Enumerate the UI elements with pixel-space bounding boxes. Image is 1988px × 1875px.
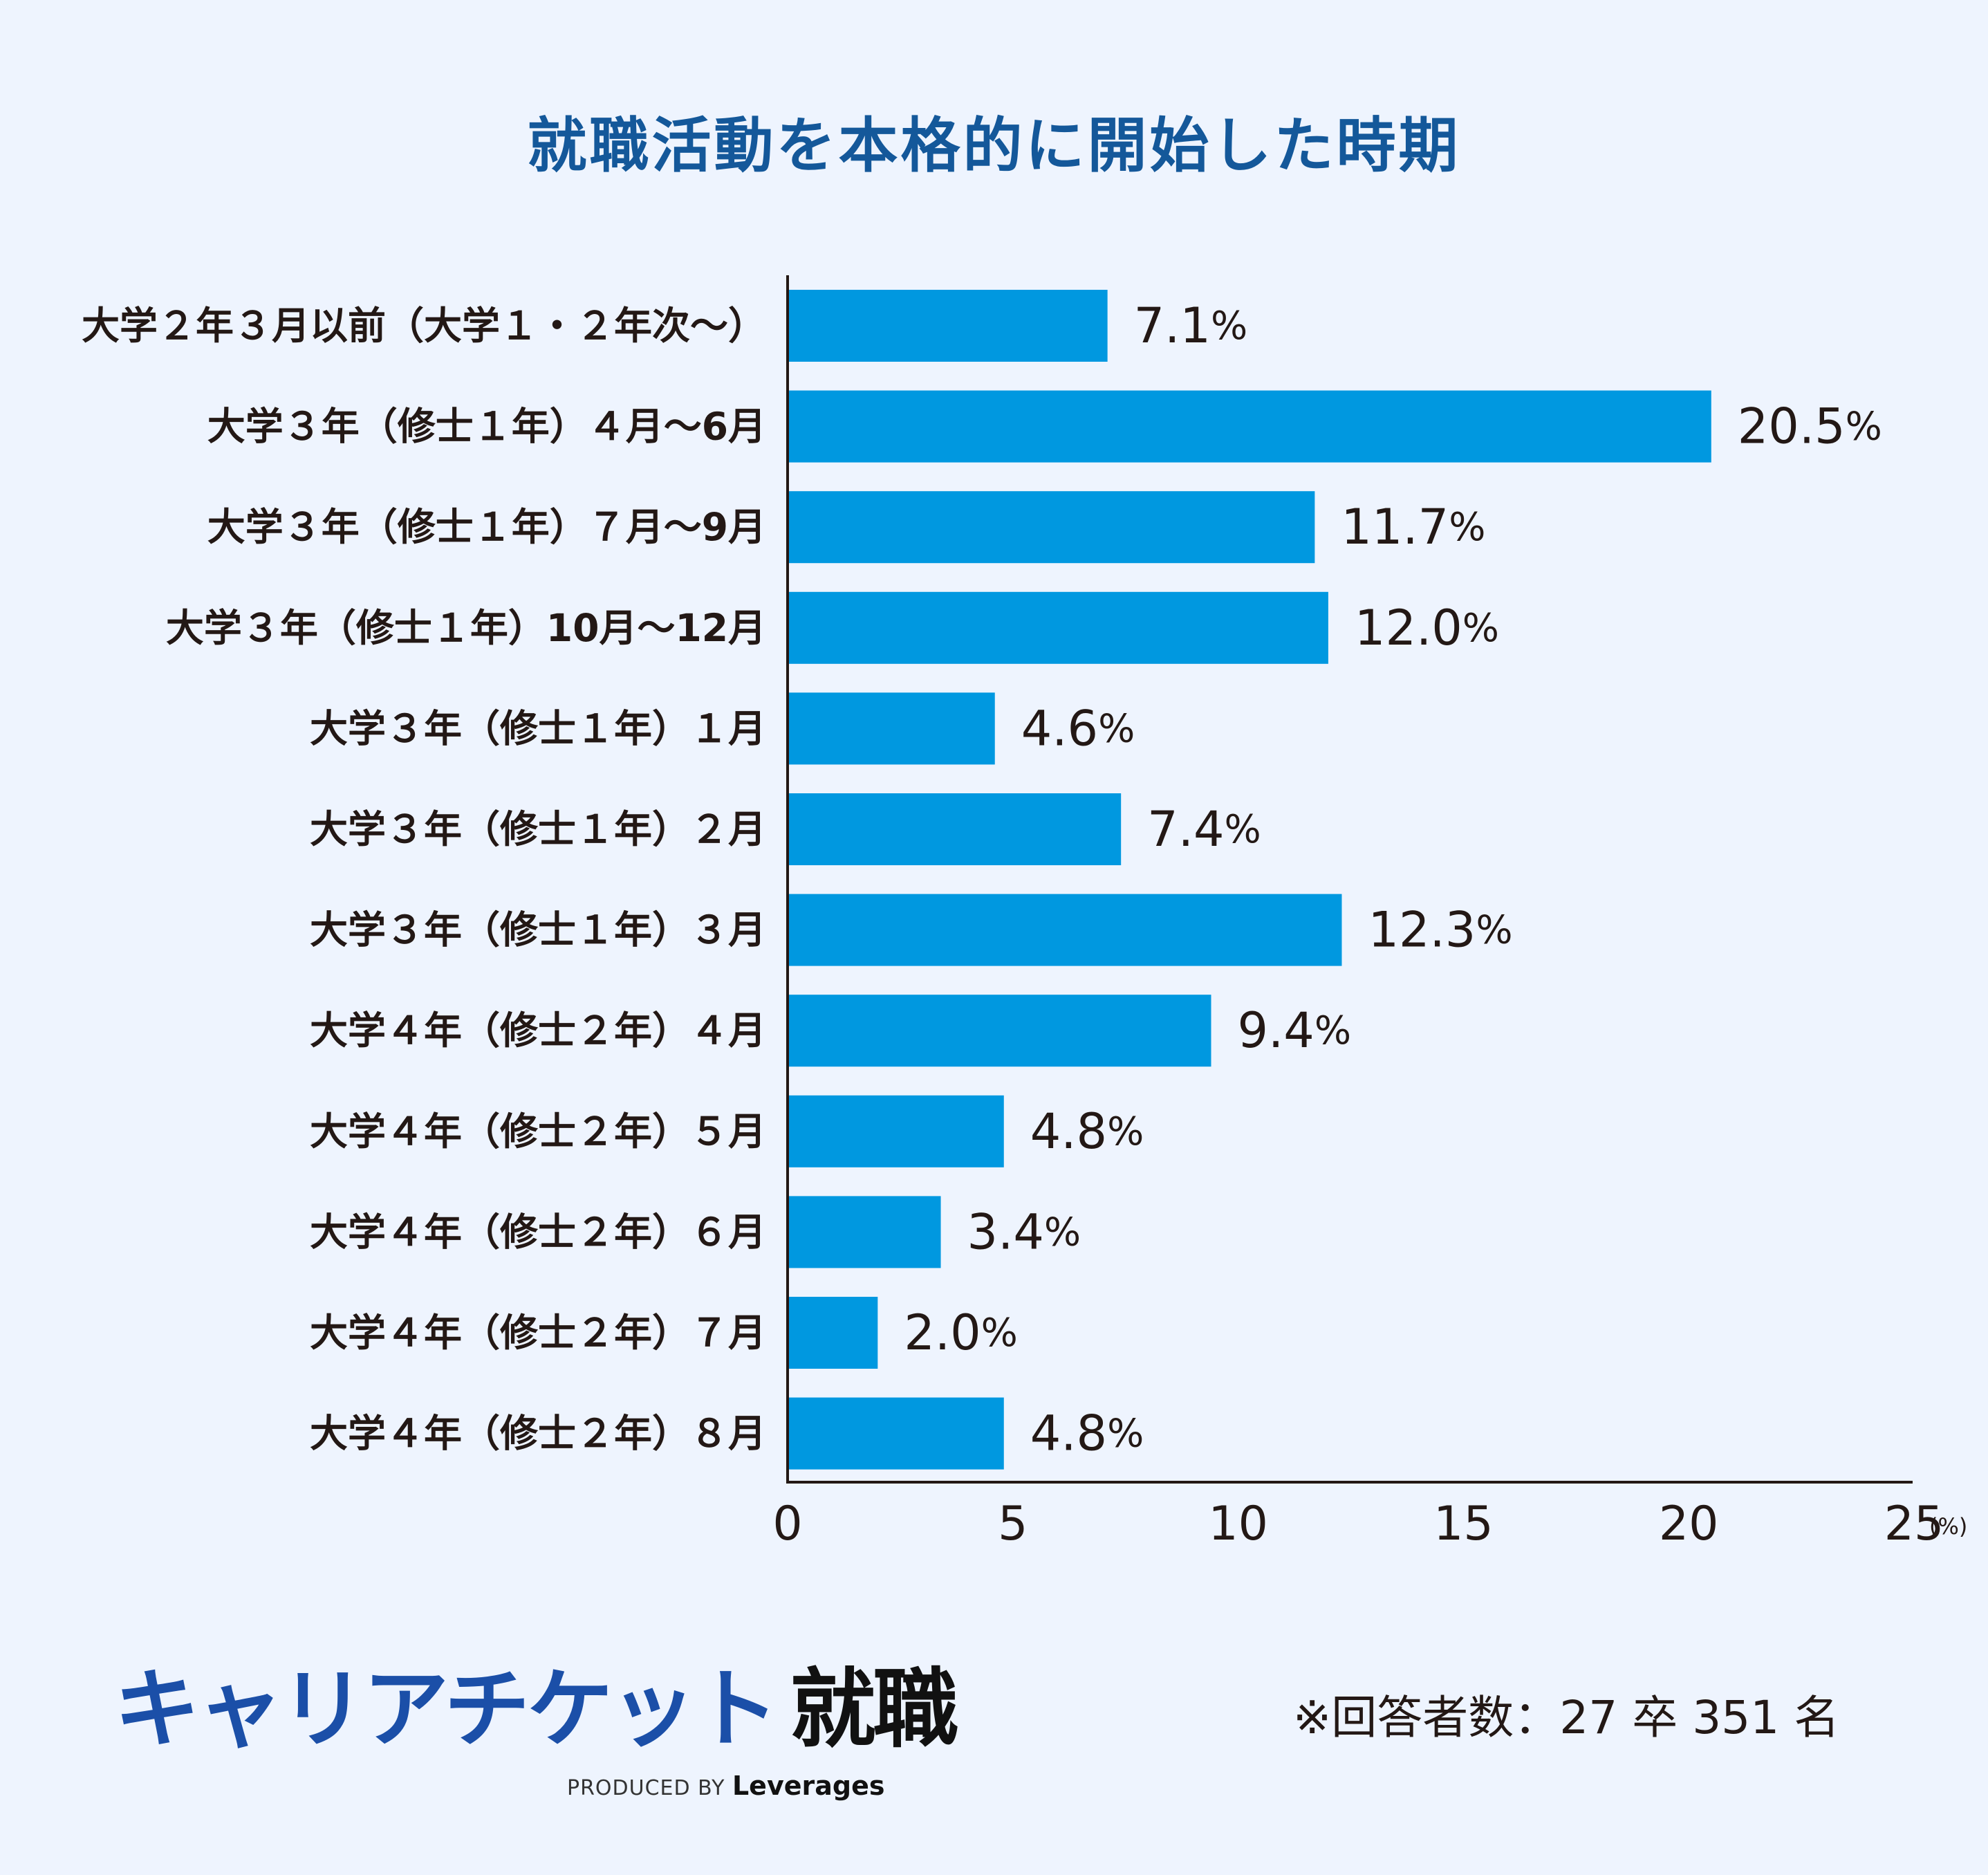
ticks-layer: 0 5 10 15 20 25: [772, 1497, 1944, 1551]
respondent-count-note: ※回答者数：27 卒 351 名: [1293, 1691, 1840, 1744]
bar: [788, 1196, 941, 1268]
data-label: 20.5%: [1738, 398, 1882, 455]
category-label: 大学３年（修士１年）１月: [310, 706, 766, 750]
x-tick-label: 5: [998, 1497, 1028, 1551]
produced-by-text: PRODUCED BY: [567, 1776, 725, 1800]
data-label: 12.0%: [1355, 600, 1499, 656]
brand-logo: キャリアチケット 就職: [114, 1667, 959, 1753]
data-label: 2.0%: [904, 1304, 1018, 1361]
bar: [788, 591, 1328, 664]
bar: [788, 793, 1122, 865]
data-label: 7.4%: [1147, 801, 1261, 858]
category-label: 大学３年（修士１年）７月〜9月: [207, 505, 766, 549]
labels-layer: 大学２年３月以前（大学１・２年次〜） 7.1% 大学３年（修士１年）４月〜6月 20.…: [82, 297, 1882, 1462]
category-label: 大学４年（修士２年）５月: [310, 1109, 766, 1154]
data-label: 4.6%: [1021, 700, 1135, 757]
data-label: 9.4%: [1238, 1002, 1352, 1059]
company-name: Leverages: [732, 1771, 885, 1801]
bar: [788, 1397, 1004, 1470]
bar: [788, 1095, 1004, 1167]
x-tick-label: 25: [1884, 1497, 1944, 1551]
category-label: 大学３年（修士１年）４月〜6月: [207, 405, 766, 449]
data-label: 7.1%: [1134, 297, 1248, 354]
category-label: 大学４年（修士２年）８月: [310, 1412, 766, 1456]
x-unit-label: (%): [1929, 1513, 1967, 1540]
x-tick-label: 20: [1659, 1497, 1719, 1551]
x-tick-label: 15: [1433, 1497, 1494, 1551]
category-label: 大学４年（修士２年）４月: [310, 1008, 766, 1053]
data-label: 3.4%: [967, 1203, 1081, 1260]
brand-logo-accent: 就職: [790, 1660, 959, 1759]
brand-logo-block: キャリアチケット 就職 PRODUCED BY Leverages: [114, 1667, 959, 1801]
data-label: 11.7%: [1341, 499, 1485, 555]
data-label: 4.8%: [1030, 1103, 1144, 1160]
bar: [788, 995, 1211, 1067]
bar: [788, 894, 1342, 966]
bar: [788, 390, 1711, 463]
brand-logo-main: キャリアチケット: [114, 1660, 779, 1759]
x-tick-label: 10: [1208, 1497, 1268, 1551]
bar: [788, 491, 1315, 564]
bar: [788, 1297, 878, 1369]
bar: [788, 692, 995, 765]
chart-title: 就職活動を本格的に開始した時期: [527, 111, 1461, 181]
category-label: 大学２年３月以前（大学１・２年次〜）: [82, 304, 766, 348]
data-label: 12.3%: [1368, 902, 1512, 959]
category-label: 大学４年（修士２年）６月: [310, 1210, 766, 1254]
brand-produced-by: PRODUCED BY Leverages: [567, 1771, 884, 1801]
category-label: 大学３年（修士１年）10月〜12月: [166, 606, 766, 650]
data-label: 4.8%: [1030, 1405, 1144, 1462]
x-tick-label: 0: [772, 1497, 802, 1551]
category-label: 大学３年（修士１年）３月: [310, 908, 766, 952]
bar: [788, 290, 1108, 362]
category-label: 大学３年（修士１年）２月: [310, 807, 766, 851]
category-label: 大学４年（修士２年）７月: [310, 1311, 766, 1355]
bars-layer: [788, 290, 1711, 1470]
